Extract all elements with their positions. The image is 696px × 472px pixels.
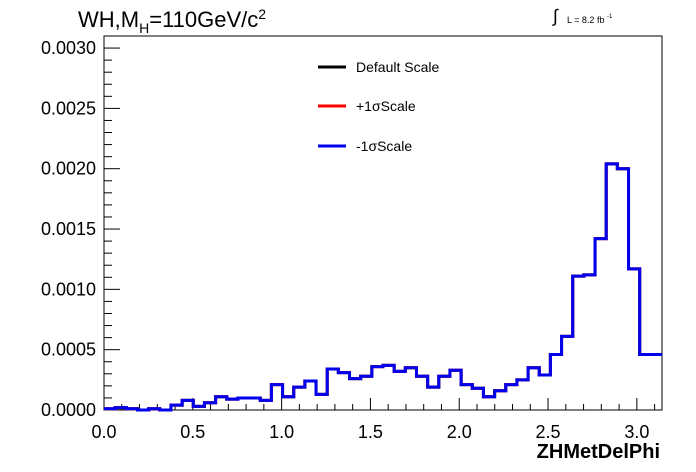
luminosity-label: ∫ L = 8.2 fb -1 — [553, 6, 613, 26]
x-tick-label: 0.5 — [180, 422, 205, 442]
y-tick-label: 0.0000 — [41, 400, 96, 420]
y-tick-label: 0.0020 — [41, 159, 96, 179]
chart-title: WH,MH=110GeV/c2 — [78, 6, 266, 36]
luminosity-text: L = 8.2 fb — [567, 15, 605, 25]
title-rest: =110GeV/c — [149, 7, 259, 32]
series-line-2 — [104, 162, 662, 412]
title-superscript: 2 — [258, 6, 267, 22]
title-subscript: H — [139, 20, 150, 36]
plot-frame — [103, 35, 663, 411]
x-tick-label: 1.0 — [269, 422, 294, 442]
luminosity-superscript: -1 — [606, 14, 613, 20]
x-axis-title: ZHMetDelPhi — [536, 441, 660, 463]
x-tick-label: 3.0 — [624, 422, 649, 442]
series-line-1 — [104, 162, 662, 412]
y-tick-label: 0.0025 — [41, 98, 96, 118]
y-tick-label: 0.0010 — [41, 279, 96, 299]
series-line-0 — [104, 162, 662, 412]
legend-label-1: +1σScale — [356, 98, 416, 114]
x-tick-label: 2.0 — [447, 422, 472, 442]
legend-label-2: -1σScale — [356, 138, 412, 154]
legend-label-0: Default Scale — [356, 59, 439, 75]
x-tick-label: 2.5 — [536, 422, 561, 442]
x-tick-label: 1.5 — [358, 422, 383, 442]
y-tick-label: 0.0005 — [41, 340, 96, 360]
x-tick-label: 0.0 — [91, 422, 116, 442]
y-tick-label: 0.0030 — [41, 38, 96, 58]
title-main: WH,M — [78, 7, 140, 32]
integral-symbol: ∫ — [553, 6, 558, 26]
y-tick-label: 0.0015 — [41, 219, 96, 239]
